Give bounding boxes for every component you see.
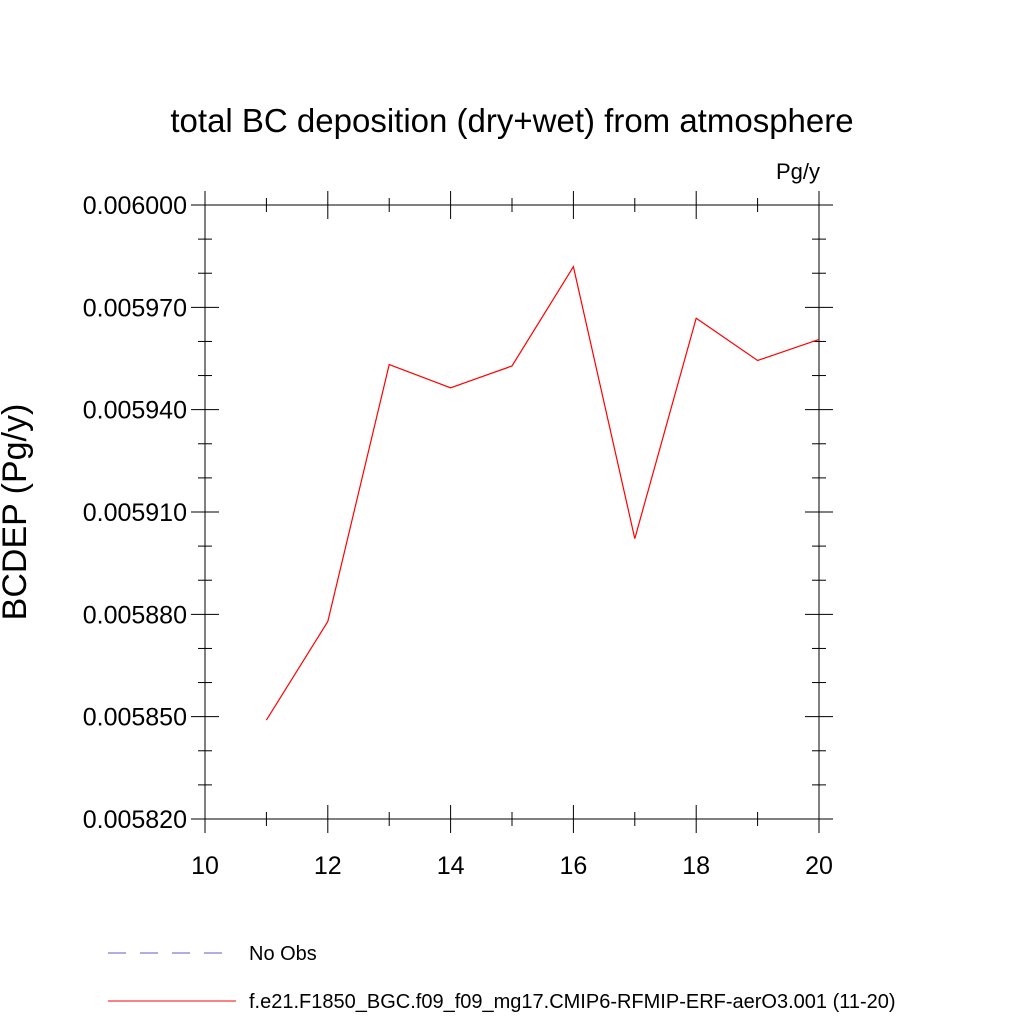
y-tick-label: 0.005820 xyxy=(83,806,187,834)
legend-label: f.e21.F1850_BGC.f09_f09_mg17.CMIP6-RFMIP… xyxy=(249,991,896,1013)
y-tick-label: 0.005910 xyxy=(83,499,187,527)
x-tick-label: 18 xyxy=(682,852,710,880)
x-tick-label: 14 xyxy=(437,852,465,880)
x-tick-label: 20 xyxy=(805,852,833,880)
y-tick-label: 0.006000 xyxy=(83,192,187,220)
x-tick-label: 12 xyxy=(314,852,342,880)
axes: 10 12 14 16 18 20 0.005820 0.005850 0.005880 0.00… xyxy=(83,191,833,880)
legend: No Obs f.e21.F1850_BGC.f09_f09_mg17.CMIP6… xyxy=(108,943,896,1013)
chart-title: total BC deposition (dry+wet) from atmos… xyxy=(170,102,853,139)
y-axis-label: BCDEP (Pg/y) xyxy=(0,404,34,621)
series-layer xyxy=(265,265,820,721)
plot-frame xyxy=(204,204,820,820)
x-tick-label: 16 xyxy=(559,852,587,880)
y-tick-label: 0.005970 xyxy=(83,294,187,322)
y-tick-label: 0.005850 xyxy=(83,704,187,732)
x-tick-label: 10 xyxy=(191,852,219,880)
y-tick-label: 0.005940 xyxy=(83,397,187,425)
y-tick-label: 0.005880 xyxy=(83,601,187,629)
series-line xyxy=(265,265,820,721)
legend-label: No Obs xyxy=(249,943,317,965)
units-label: Pg/y xyxy=(776,159,820,184)
